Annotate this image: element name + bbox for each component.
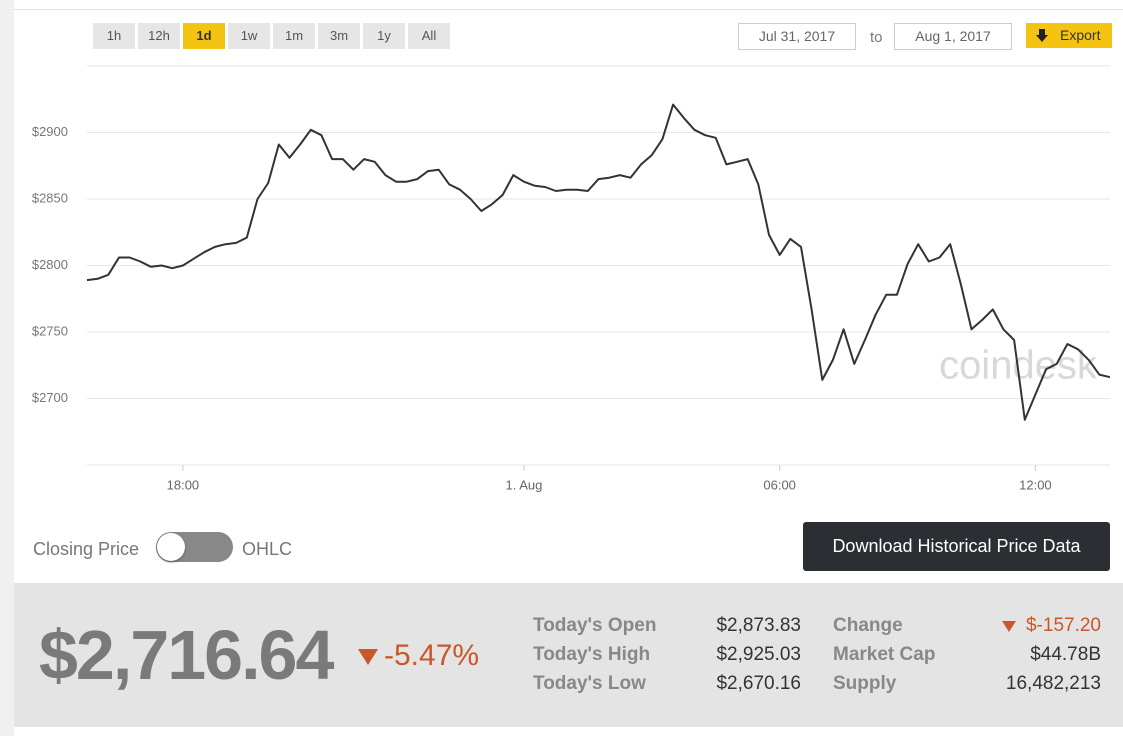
left-strip [0, 0, 14, 736]
toggle-knob [157, 533, 185, 561]
change-pct: -5.47% [384, 639, 480, 672]
range-button[interactable]: All [408, 23, 450, 49]
y-tick-label: $2700 [32, 390, 68, 405]
range-button[interactable]: 1h [93, 23, 135, 49]
range-button[interactable]: 1y [363, 23, 405, 49]
to-date[interactable]: Aug 1, 2017 [894, 23, 1012, 50]
range-button[interactable]: 1w [228, 23, 270, 49]
export-icon [1036, 29, 1048, 42]
stat-value: $-157.20 [1025, 615, 1101, 636]
stat-label: Market Cap [833, 644, 936, 665]
down-arrow [358, 649, 378, 665]
from-date[interactable]: Jul 31, 2017 [738, 23, 856, 50]
stat-label: Supply [833, 673, 897, 694]
top-border [14, 9, 1123, 10]
download-button[interactable]: Download Historical Price Data [803, 522, 1110, 571]
y-tick-label: $2900 [32, 124, 68, 139]
y-tick-label: $2850 [32, 190, 68, 205]
line [86, 103, 1111, 421]
toggle[interactable] [156, 532, 233, 562]
x-tick-label: 12:00 [1019, 477, 1052, 492]
x-tick-label: 18:00 [167, 477, 200, 492]
price: $2,716.64 [39, 616, 334, 694]
stat-value: $2,670.16 [716, 673, 801, 694]
stat-label: Change [833, 615, 903, 636]
toggle-left-label: Closing Price [33, 539, 140, 559]
stat-value: $2,925.03 [716, 644, 801, 665]
range-button[interactable]: 12h [138, 23, 180, 49]
y-tick-label: $2800 [32, 257, 68, 272]
toggle-right-label: OHLC [242, 539, 293, 559]
range-button[interactable]: 3m [318, 23, 360, 49]
stat-value: $44.78B [1030, 644, 1101, 665]
stat-value: $2,873.83 [716, 615, 801, 636]
range-button[interactable]: 1d [183, 23, 225, 49]
stat-label: Today's Open [533, 615, 657, 636]
x-tick-label: 06:00 [763, 477, 796, 492]
range-button[interactable]: 1m [273, 23, 315, 49]
to-label: to [870, 29, 883, 46]
stat-label: Today's High [533, 644, 651, 665]
x-tick-label: 1. Aug [505, 477, 542, 492]
export-button[interactable]: Export [1026, 23, 1112, 48]
down-arrow [1002, 621, 1016, 632]
stat-label: Today's Low [533, 673, 646, 694]
summary-panel: $2,716.64 -5.47% Today's Open $2,873.83 To… [14, 583, 1123, 727]
y-tick-label: $2750 [32, 323, 68, 338]
stat-value: 16,482,213 [1005, 673, 1101, 694]
export-label: Export [1060, 27, 1101, 43]
